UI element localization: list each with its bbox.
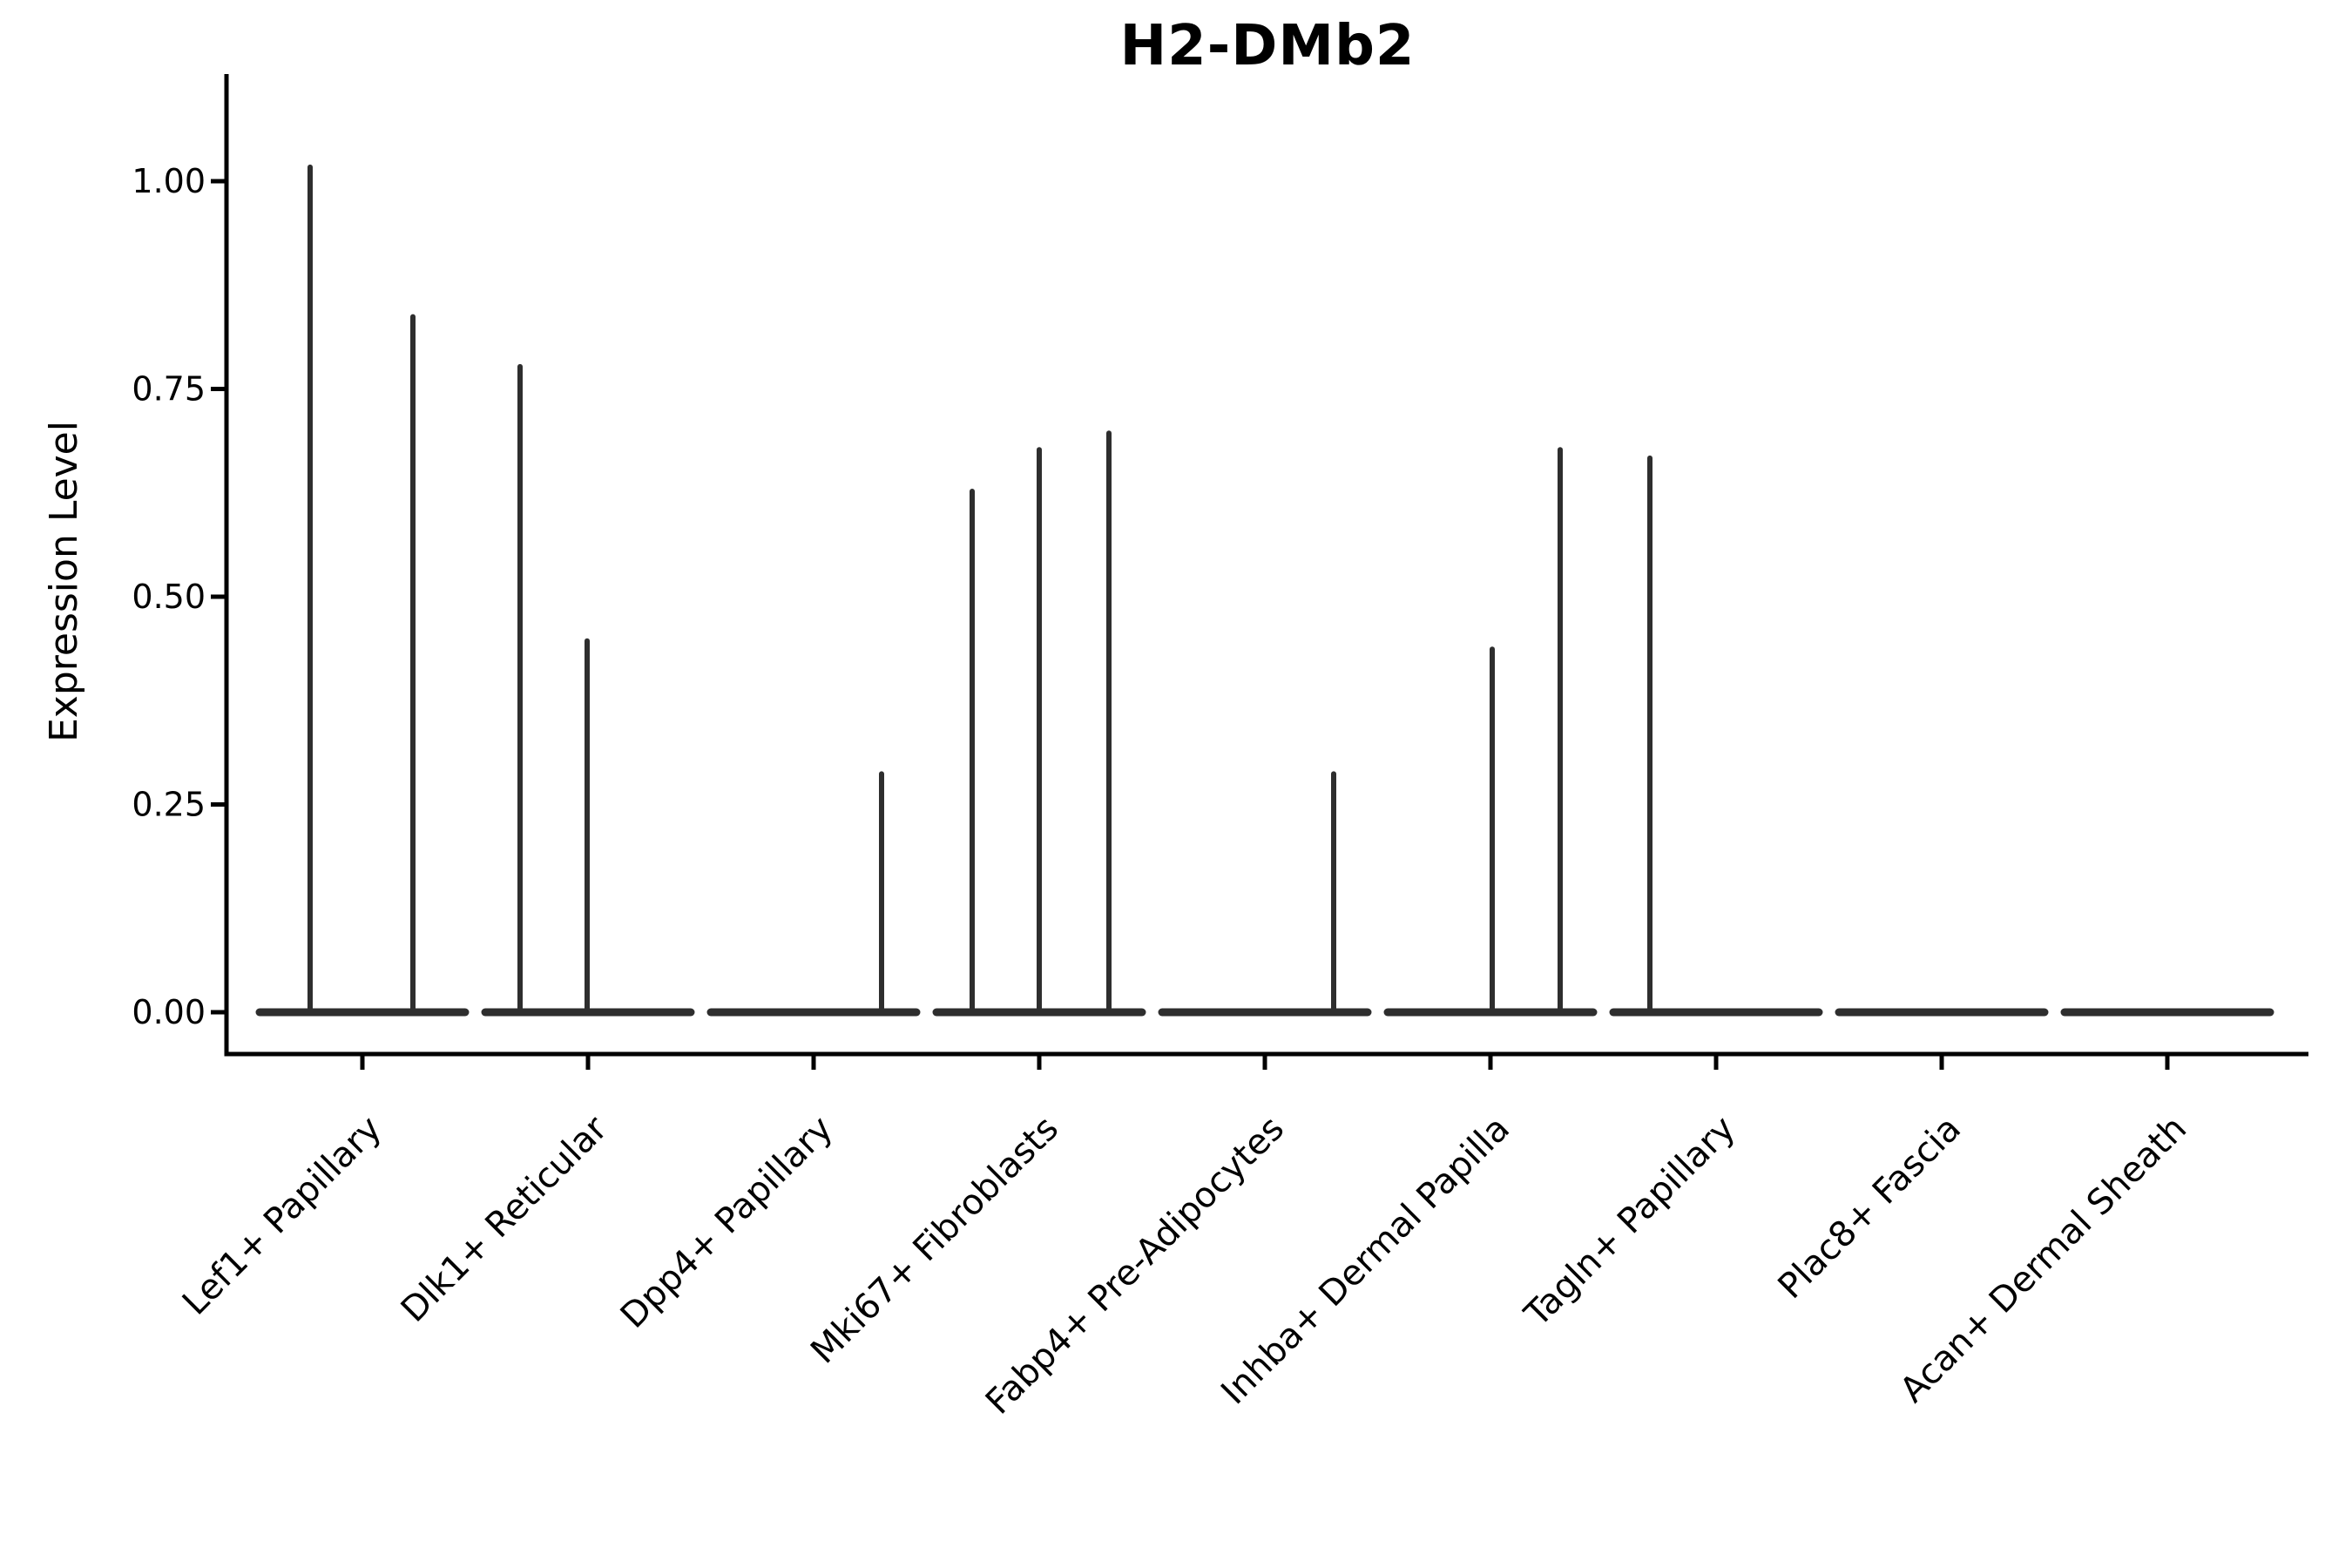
y-tick-label: 0.25 [132,786,206,824]
y-tick-label: 0.50 [132,578,206,616]
x-category-label: Plac8+ Fascia [1771,1109,1970,1308]
x-category-label: Mki67+ Fibroblasts [803,1109,1066,1372]
y-tick-label: 0.75 [132,370,206,409]
x-category-label: Lef1+ Papillary [175,1109,389,1323]
chart-title: H2-DMb2 [1119,14,1416,78]
x-category-label: Dpp4+ Papillary [613,1109,841,1336]
y-tick-label: 0.00 [132,993,206,1031]
y-tick-label: 1.00 [132,162,206,200]
x-category-label: Tagln+ Papillary [1517,1109,1743,1335]
x-category-label: Dlk1+ Reticular [394,1108,616,1330]
